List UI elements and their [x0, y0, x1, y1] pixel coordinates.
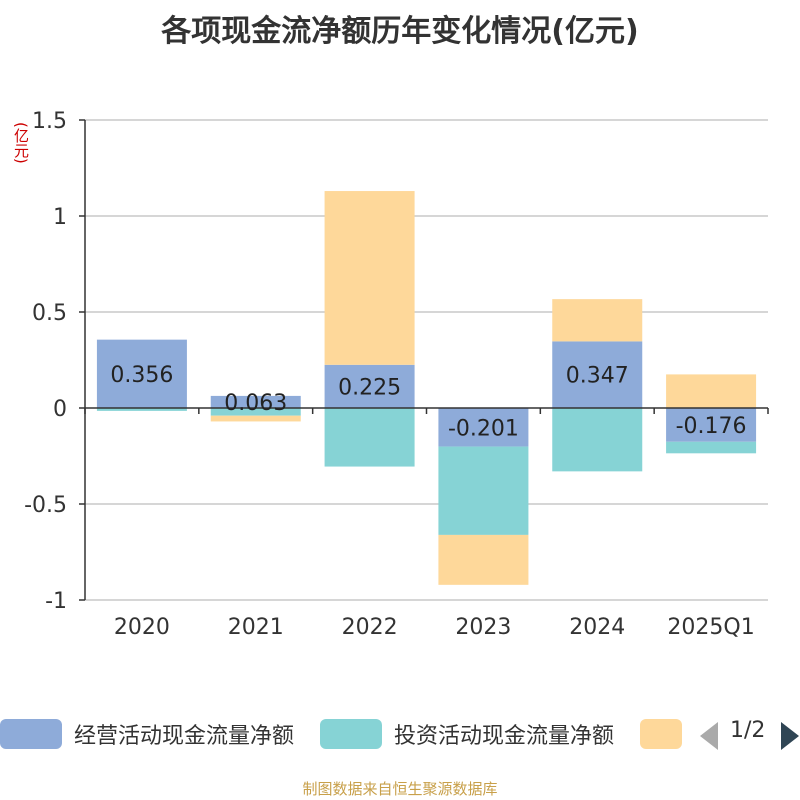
legend-page-indicator: 1/2 [730, 718, 766, 743]
legend-item-investing[interactable]: 投资活动现金流量净额 [320, 716, 614, 752]
legend-next-page-arrow-icon[interactable] [781, 722, 799, 750]
bar-financing [324, 191, 415, 365]
bar-investing [552, 408, 643, 472]
legend-swatch-financing [640, 719, 682, 749]
bar-financing [210, 415, 301, 422]
bar-operating [210, 395, 301, 408]
bar-financing [552, 299, 643, 342]
bar-investing [324, 408, 415, 467]
x-tick-label: 2024 [569, 615, 625, 640]
source-note: 制图数据来自恒生聚源数据库 [302, 780, 498, 798]
y-tick-label: 1 [53, 205, 67, 230]
chart-title: 各项现金流净额历年变化情况(亿元) [161, 14, 639, 49]
legend-item-financing[interactable] [640, 716, 694, 752]
legend-label-operating: 经营活动现金流量净额 [74, 724, 295, 749]
y-tick-label: -0.5 [24, 493, 67, 518]
bar-financing [666, 374, 757, 408]
x-tick-label: 2023 [455, 615, 511, 640]
bar-operating [552, 341, 643, 408]
data-label: -0.201 [448, 416, 519, 441]
y-tick-label: 0.5 [32, 301, 67, 326]
x-tick-label: 2020 [114, 615, 170, 640]
bar-operating [438, 408, 529, 447]
legend: 经营活动现金流量净额 投资活动现金流量净额 [0, 716, 800, 756]
bar-investing [438, 446, 529, 535]
data-label: -0.176 [676, 414, 747, 439]
legend-item-operating[interactable]: 经营活动现金流量净额 [0, 716, 294, 752]
bar-investing [210, 408, 301, 416]
data-label: 0.356 [110, 363, 173, 388]
bar-operating [96, 339, 187, 408]
bar-operating [666, 408, 757, 442]
y-tick-label: -1 [45, 589, 67, 614]
legend-swatch-operating [0, 719, 62, 749]
x-tick-label: 2025Q1 [667, 615, 754, 640]
legend-label-investing: 投资活动现金流量净额 [394, 724, 615, 749]
legend-prev-page-arrow-icon[interactable] [700, 722, 718, 750]
x-tick-label: 2021 [228, 615, 284, 640]
y-tick-label: 0 [53, 397, 67, 422]
legend-swatch-investing [320, 719, 382, 749]
data-label: 0.225 [338, 375, 401, 400]
x-tick-label: 2022 [342, 615, 398, 640]
y-axis-unit-label: (亿元) [12, 122, 30, 164]
bar-investing [666, 441, 757, 454]
y-tick-label: 1.5 [32, 109, 67, 134]
bar-financing [438, 534, 529, 585]
bar-investing [96, 408, 187, 411]
bar-operating [324, 364, 415, 408]
chart-plot-area: 1.5 1 0.5 0 -0.5 -1 2020 2021 2022 2023 2024 2025Q1… [24, 109, 769, 640]
data-label: 0.063 [224, 391, 287, 416]
data-label: 0.347 [566, 364, 629, 389]
